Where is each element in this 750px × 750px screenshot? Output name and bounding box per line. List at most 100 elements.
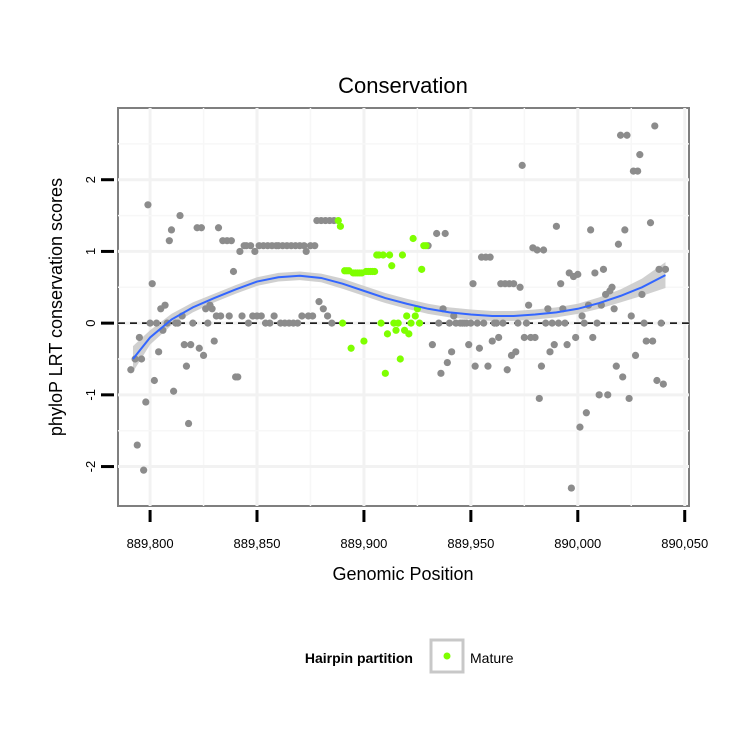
data-point: [514, 319, 522, 327]
x-tick-label: 890,000: [554, 536, 601, 551]
data-point: [542, 319, 550, 327]
data-point: [266, 319, 274, 327]
mature-data-point: [418, 265, 426, 273]
data-point: [225, 312, 233, 320]
data-point: [184, 419, 193, 428]
data-point: [612, 362, 620, 370]
data-point: [450, 312, 458, 320]
data-point: [165, 237, 173, 245]
mature-data-point: [381, 369, 389, 377]
data-point: [486, 253, 494, 261]
data-point: [610, 305, 618, 313]
data-point: [309, 312, 317, 320]
data-point: [621, 226, 629, 234]
data-point: [510, 280, 518, 288]
mature-data-point: [392, 326, 400, 334]
data-point: [539, 246, 548, 254]
legend: Hairpin partition Mature: [305, 638, 514, 674]
data-point: [467, 319, 475, 327]
mature-data-point: [338, 319, 347, 327]
data-point: [244, 319, 253, 327]
data-point: [302, 247, 310, 256]
data-point: [557, 280, 565, 288]
data-point: [525, 301, 533, 309]
data-point: [619, 373, 627, 381]
data-point: [604, 391, 612, 399]
mature-data-point: [398, 251, 407, 259]
data-point: [294, 319, 302, 327]
smooth-line-layer: [132, 274, 666, 360]
data-point: [659, 380, 667, 388]
data-point: [142, 398, 150, 406]
data-point: [182, 362, 191, 370]
x-tick-label: 889,800: [127, 536, 174, 551]
data-point: [234, 373, 242, 381]
data-point: [492, 319, 501, 327]
data-point: [495, 333, 503, 342]
data-point: [535, 394, 543, 403]
data-point: [661, 265, 670, 273]
mature-data-point: [336, 222, 345, 230]
mature-data-point: [385, 251, 394, 259]
data-point: [246, 242, 255, 250]
data-point: [180, 341, 188, 349]
data-point: [465, 341, 473, 349]
data-point: [155, 348, 163, 356]
data-point: [572, 333, 580, 342]
data-point: [443, 358, 451, 367]
mature-data-point: [415, 319, 424, 327]
data-point: [657, 319, 665, 327]
mature-data-point: [411, 312, 419, 320]
data-point: [653, 376, 661, 385]
data-point: [625, 394, 633, 403]
data-point: [554, 319, 563, 327]
data-point: [270, 312, 278, 320]
data-point: [563, 341, 571, 349]
data-point: [471, 362, 479, 370]
data-point: [503, 366, 511, 374]
mature-data-point: [334, 216, 342, 225]
data-point: [646, 219, 655, 227]
data-point: [488, 337, 496, 345]
data-point: [174, 319, 182, 327]
data-point: [204, 319, 212, 327]
y-tick-label: -2: [83, 461, 98, 473]
mature-data-point: [396, 355, 404, 363]
y-tick-label: -1: [83, 389, 98, 401]
data-point: [546, 348, 554, 356]
y-axis-label: phyloP LRT conservation scores: [46, 178, 66, 436]
mature-data-point: [379, 251, 387, 259]
data-point: [567, 484, 575, 492]
data-point: [516, 283, 524, 291]
data-point: [640, 319, 648, 327]
data-point: [608, 283, 616, 291]
data-point: [227, 237, 235, 245]
data-point: [550, 341, 558, 349]
data-point: [649, 337, 657, 345]
data-point: [593, 319, 601, 327]
data-point: [574, 270, 582, 278]
data-point: [257, 312, 265, 320]
data-point: [214, 224, 223, 232]
data-point: [328, 319, 336, 327]
data-point: [533, 246, 541, 254]
grid-lines: [118, 108, 689, 506]
data-point: [480, 319, 488, 327]
mature-data-point: [383, 330, 392, 338]
y-tick-label: 1: [83, 248, 98, 255]
data-point: [167, 226, 176, 234]
mature-data-point: [405, 330, 413, 338]
legend-key-mature-point: [443, 652, 451, 660]
data-point: [634, 167, 642, 175]
mature-data-point: [347, 344, 355, 352]
data-point: [595, 391, 603, 399]
chart-title: Conservation: [338, 73, 468, 98]
data-point: [170, 387, 178, 395]
data-point: [146, 319, 154, 327]
data-point: [428, 341, 436, 349]
data-point: [591, 269, 599, 277]
data-point: [298, 312, 306, 320]
data-point: [582, 409, 590, 417]
data-point: [433, 229, 441, 238]
data-point: [144, 201, 152, 209]
